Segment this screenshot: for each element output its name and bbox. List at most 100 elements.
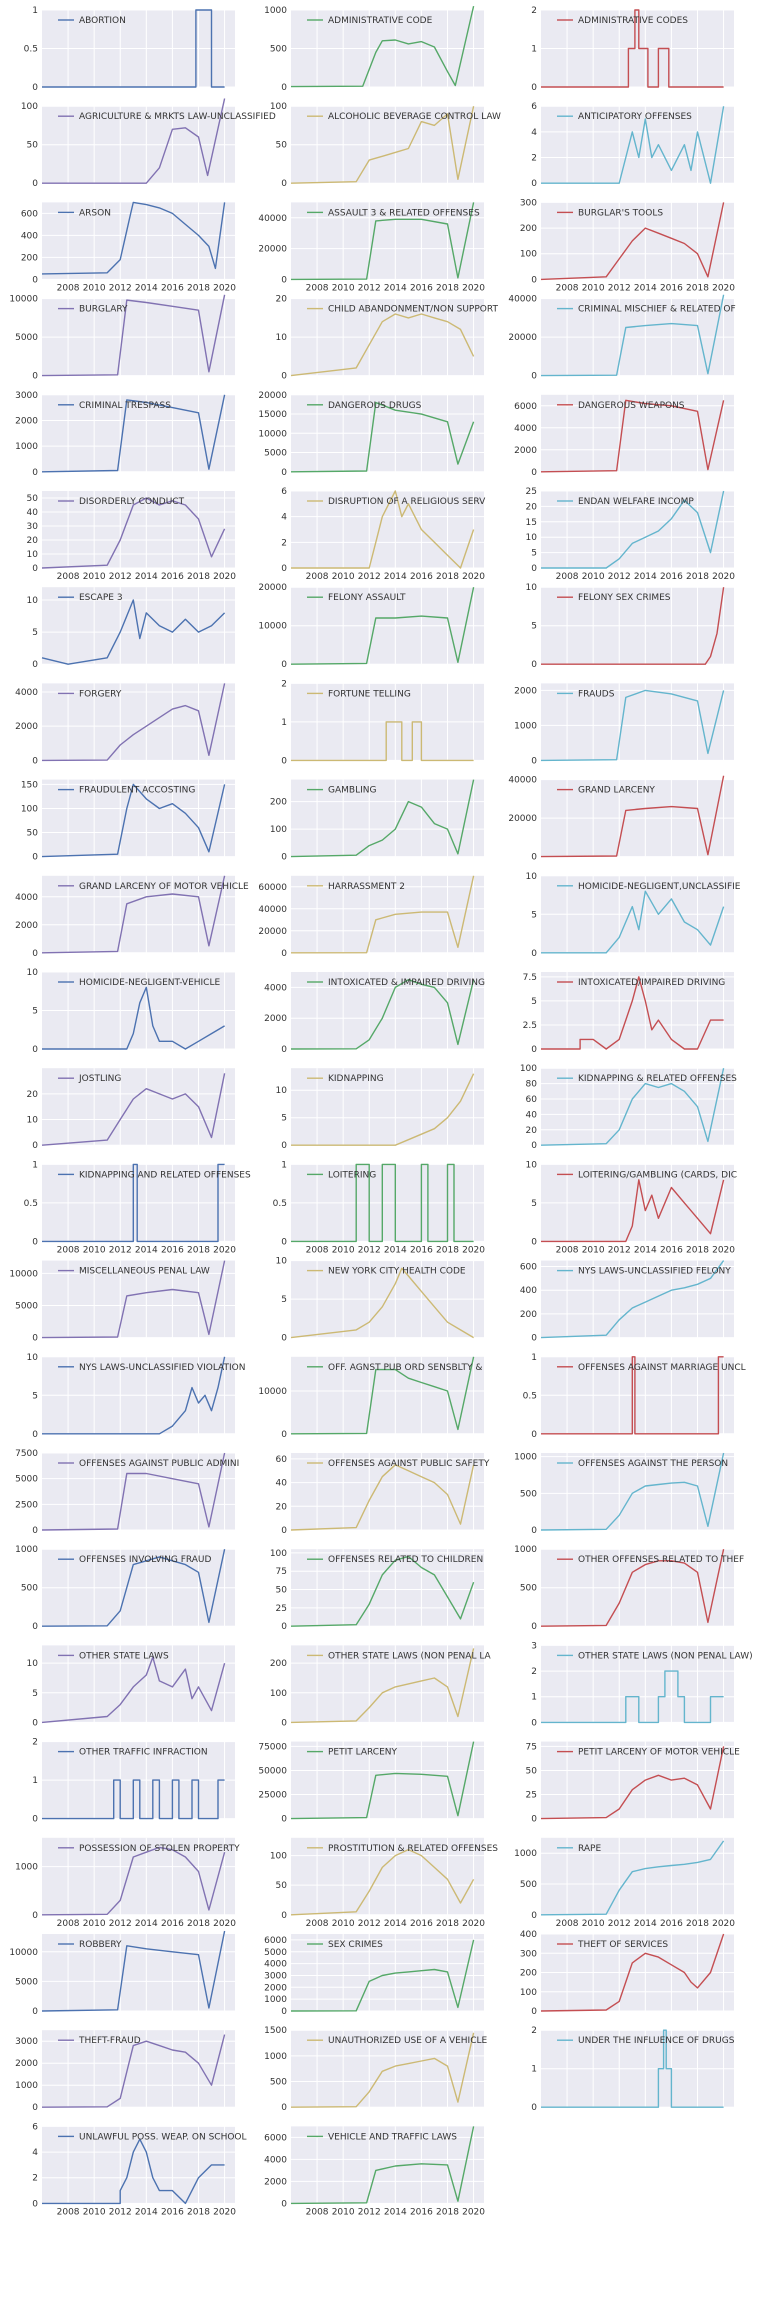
x-tick-label: 2010 [83,1919,106,1929]
legend-label: OTHER STATE LAWS (NON PENAL LAW) [578,1651,753,1661]
y-tick-label: 5 [32,1391,38,1401]
x-tick-label: 2012 [109,283,132,293]
y-tick-label: 20000 [508,333,537,343]
y-tick-label: 0 [281,1622,287,1632]
x-tick-label: 2020 [462,283,485,293]
y-tick-label: 0 [531,756,537,766]
x-tick-label: 2010 [83,2207,106,2217]
x-tick-label: 2014 [135,1919,158,1929]
y-tick-label: 0 [32,660,38,670]
plot-area [42,2126,235,2204]
series-line-unlawful-poss-weap-on-school [42,2138,225,2205]
legend-label: BURGLAR'S TOOLS [578,208,663,218]
y-tick-label: 0 [531,1430,537,1440]
legend-label: NYS LAWS-UNCLASSIFIED FELONY [578,1267,731,1277]
legend-label: OFF. AGNST PUB ORD SENSBLTY & [328,1363,482,1373]
y-tick-label: 0 [531,1141,537,1151]
y-tick-label: 3000 [264,1971,287,1981]
x-tick-label: 2012 [358,1245,381,1255]
y-tick-label: 0 [531,1334,537,1344]
y-tick-label: 10 [276,333,288,343]
y-tick-label: 20 [526,502,538,512]
y-tick-label: 20 [276,295,288,305]
plot-area [291,1549,484,1627]
x-tick-label: 2014 [384,1245,407,1255]
x-tick-label: 2012 [358,283,381,293]
legend-label: PROSTITUTION & RELATED OFFENSES [328,1844,498,1854]
plot-area [42,394,235,472]
x-tick-label: 2012 [109,1245,132,1255]
series-line-escape-3 [41,599,226,665]
y-tick-label: 10000 [9,1948,38,1958]
y-tick-label: 0 [531,2007,537,2017]
plot-area [291,1645,484,1723]
y-tick-label: 0 [281,1141,287,1151]
y-tick-label: 0 [531,83,537,93]
y-tick-label: 2.5 [523,1021,537,1031]
series-line-rape [540,1840,725,1916]
x-tick-label: 2008 [306,572,329,582]
y-tick-label: 4 [531,128,537,138]
y-tick-label: 0 [32,1815,38,1825]
plot-area [42,972,235,1049]
y-tick-label: 500 [270,2078,287,2088]
legend-label: PETIT LARCENY [328,1748,398,1758]
x-tick-label: 2016 [161,572,184,582]
y-tick-label: 2 [531,2026,537,2036]
x-tick-label: 2008 [556,1245,579,1255]
x-tick-label: 2018 [436,2207,459,2217]
x-tick-label: 2014 [135,283,158,293]
series-line-unauthorized-use-of-a-vehicle [290,2032,475,2108]
legend-label: KIDNAPPING AND RELATED OFFENSES [79,1170,251,1180]
y-tick-label: 2000 [15,2059,38,2069]
x-tick-label: 2010 [582,1919,605,1929]
y-tick-label: 25 [526,1791,537,1801]
y-tick-label: 0 [531,275,537,285]
y-tick-label: 0 [32,179,38,189]
y-tick-label: 10 [526,533,538,543]
y-tick-label: 3000 [15,391,38,401]
y-tick-label: 200 [270,798,287,808]
x-tick-label: 2018 [187,283,210,293]
x-tick-label: 2014 [135,2207,158,2217]
series-line-new-york-city-health-code [290,1267,474,1339]
y-tick-label: 0 [531,1815,537,1825]
plot-area [541,1549,734,1627]
series-line-nys-laws-unclassified-felony [540,1260,725,1339]
x-tick-label: 2012 [608,1919,631,1929]
plot-area [291,491,484,568]
y-tick-label: 5 [281,1114,287,1124]
y-tick-label: 10 [526,583,538,593]
x-tick-label: 2010 [83,1245,106,1255]
x-tick-label: 2012 [109,1919,132,1929]
plot-area [42,202,235,280]
plot-area [291,394,484,472]
y-tick-label: 200 [270,1659,287,1669]
legend-label: INTOXICATED & IMPAIRED DRIVING [328,978,485,988]
y-tick-label: 1000 [514,1545,537,1555]
series-line-anticipatory-offenses [541,106,725,184]
series-line-offenses-related-to-children [290,1555,475,1627]
legend-label: ESCAPE 3 [79,593,123,603]
x-tick-label: 2012 [358,2207,381,2217]
legend-label: LOITERING [328,1170,376,1180]
series-line-under-the-influence-of-drugs [541,2029,724,2108]
plot-area [541,10,734,87]
y-tick-label: 40 [27,508,39,518]
series-line-intoxicated-impaired-driving [541,976,724,1050]
x-tick-label: 2012 [358,1919,381,1929]
x-tick-label: 2010 [582,572,605,582]
y-tick-label: 0.5 [523,1391,537,1401]
